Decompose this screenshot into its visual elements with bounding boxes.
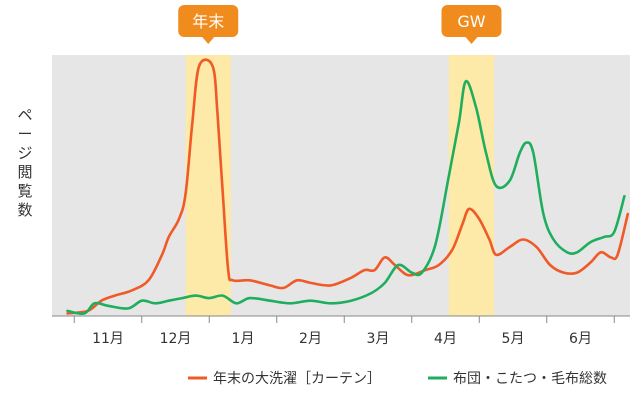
legend-label: 布団・こたつ・毛布総数	[453, 371, 607, 387]
legend: 年末の大洗濯［カーテン］ 布団・こたつ・毛布総数	[188, 371, 607, 387]
x-tick-label: 11月	[92, 331, 124, 347]
callout-box	[441, 5, 502, 37]
highlight-band	[448, 55, 495, 316]
highlight-callouts: 年末 GW	[178, 5, 502, 44]
highlight-band	[185, 55, 231, 316]
legend-label: 年末の大洗濯［カーテン］	[213, 371, 381, 387]
callout-pointer	[465, 37, 478, 44]
series-lines	[66, 58, 630, 315]
x-tick-label: 3月	[367, 331, 390, 347]
callout-label: 年末	[192, 12, 224, 31]
series-line-1	[66, 58, 630, 315]
x-tick-label: 4月	[434, 331, 457, 347]
highlight-callout: 年末	[178, 5, 239, 44]
callout-pointer	[202, 37, 215, 44]
x-tick-label: 2月	[299, 331, 322, 347]
y-axis-title: ページ閲覧数	[17, 106, 32, 219]
x-tick-label: 12月	[160, 331, 192, 347]
x-tick-label: 1月	[232, 331, 255, 347]
x-axis: 11月 12月 1月 2月 3月 4月 5月 6月	[52, 315, 630, 347]
callout-label: GW	[457, 12, 485, 31]
y-axis-label: ページ閲覧数	[17, 106, 32, 219]
plot-background	[52, 55, 630, 316]
legend-entry: 布団・こたつ・毛布総数	[428, 371, 607, 387]
callout-box	[178, 5, 239, 37]
x-tick-label: 6月	[569, 331, 592, 347]
highlight-callout: GW	[441, 5, 502, 44]
series-line-2	[66, 79, 626, 315]
legend-entry: 年末の大洗濯［カーテン］	[188, 371, 381, 387]
x-tick-label: 5月	[502, 331, 525, 347]
